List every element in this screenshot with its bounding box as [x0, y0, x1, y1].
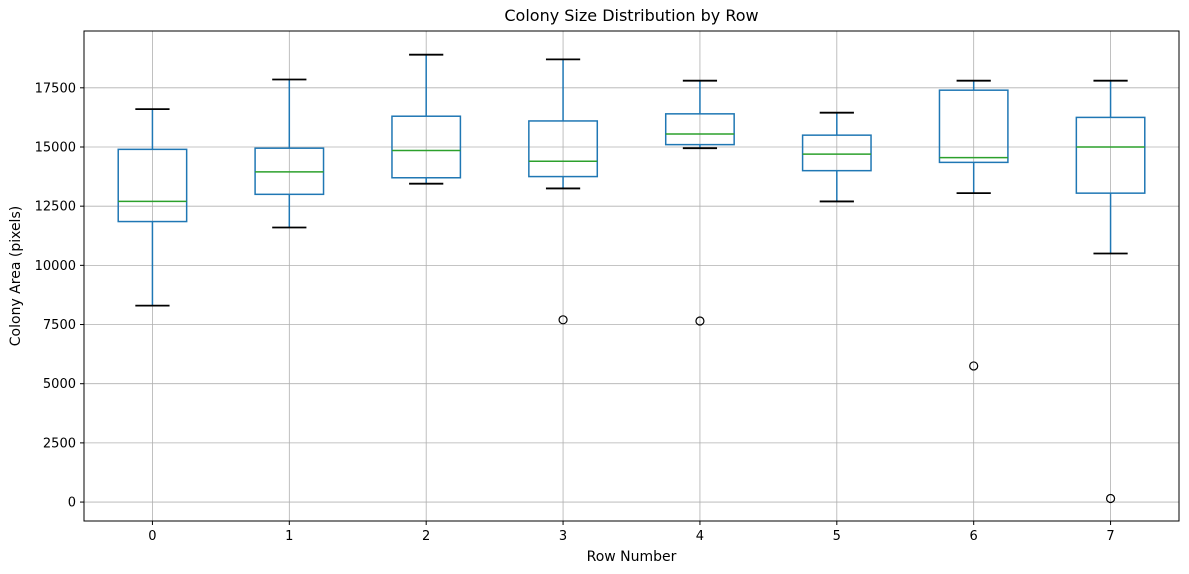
box-rect [117, 148, 188, 223]
y-tick-label: 2500 [43, 436, 76, 451]
x-tick-label: 0 [148, 529, 156, 544]
box-rect [528, 120, 599, 178]
outlier-marker [1105, 493, 1116, 504]
x-tick-label: 6 [970, 529, 978, 544]
y-tick-label: 17500 [35, 81, 76, 96]
x-tick-label: 5 [833, 529, 841, 544]
x-tick-label: 2 [422, 529, 430, 544]
x-tick-label: 1 [285, 529, 293, 544]
outlier-marker [969, 361, 979, 371]
y-tick-label: 12500 [35, 200, 76, 215]
x-tick-label: 3 [559, 529, 567, 544]
x-tick-label: 4 [696, 529, 704, 544]
box-rect [1075, 116, 1146, 194]
box-rect [801, 134, 872, 172]
x-tick-label: 7 [1106, 529, 1114, 544]
box-rect [664, 113, 735, 146]
y-tick-label: 7500 [43, 318, 76, 333]
box-rect [391, 115, 462, 179]
x-axis-label: Row Number [586, 549, 677, 565]
outlier-marker [695, 316, 705, 326]
chart-title: Colony Size Distribution by Row [504, 6, 759, 25]
outlier-marker [558, 315, 568, 325]
y-tick-label: 15000 [35, 140, 76, 155]
y-tick-label: 5000 [43, 377, 76, 392]
plot-border [83, 30, 1180, 522]
y-tick-label: 10000 [35, 259, 76, 274]
y-tick-label: 0 [68, 496, 76, 511]
y-axis-label: Colony Area (pixels) [8, 205, 24, 347]
box-rect [938, 89, 1009, 164]
